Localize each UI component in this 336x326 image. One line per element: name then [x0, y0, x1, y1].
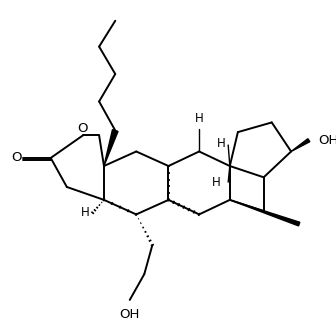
Text: O: O [78, 122, 88, 135]
Polygon shape [291, 139, 310, 152]
Text: O: O [11, 152, 22, 164]
Polygon shape [104, 130, 118, 166]
Text: OH: OH [319, 134, 336, 147]
Text: OH: OH [120, 308, 140, 321]
Text: H: H [212, 176, 221, 189]
Text: H: H [81, 206, 90, 219]
Polygon shape [230, 200, 300, 226]
Text: H: H [195, 112, 204, 125]
Text: H: H [217, 137, 226, 150]
